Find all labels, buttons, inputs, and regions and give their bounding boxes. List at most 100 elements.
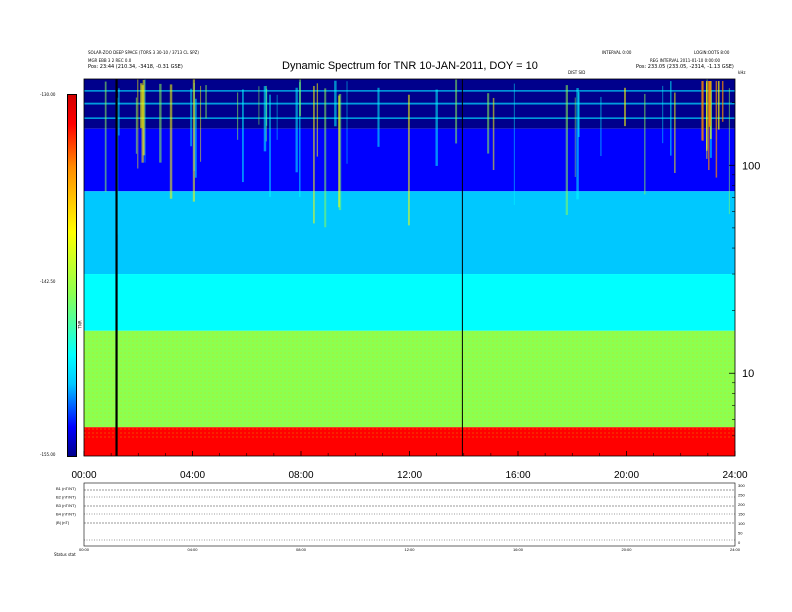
streak-28 xyxy=(346,81,348,164)
streak-3 xyxy=(269,94,271,197)
vertical-markers xyxy=(115,79,463,456)
x-tick-label-6: 24:00 xyxy=(722,470,747,481)
bottom-frame xyxy=(83,482,736,547)
header-right-line2: REG INTERVAL 2011-01-10 0:00:00 xyxy=(650,58,721,63)
streak-36 xyxy=(407,94,410,226)
hot-streak-6 xyxy=(709,81,711,126)
streak-13 xyxy=(295,87,298,173)
streak-57 xyxy=(338,95,340,208)
hot-streak-3 xyxy=(701,81,703,141)
panel-labels: B1 (nT/NT) B2 (nT/NT) B3 (nT/NT) B4 (nT/NT)… xyxy=(56,486,76,525)
streak-44 xyxy=(565,85,568,215)
streak-47 xyxy=(299,79,302,117)
streak-33 xyxy=(435,89,438,166)
hot-streak-5 xyxy=(715,81,718,178)
streak-8 xyxy=(299,82,301,198)
streak-14 xyxy=(377,87,380,147)
y-axis: 10 100 xyxy=(729,102,760,437)
panel-right-tick-4: 100 xyxy=(738,521,745,526)
streak-62 xyxy=(118,88,120,136)
streak-45 xyxy=(200,85,202,162)
x-tick-label-5: 20:00 xyxy=(614,470,639,481)
x-tick-label-0: 00:00 xyxy=(71,470,96,481)
header-left-pos: Pos: 23:44 (210.34, -3418, -0.31 GSE) xyxy=(88,64,183,70)
chart-title: Dynamic Spectrum for TNR 10-JAN-2011, DO… xyxy=(282,60,538,72)
colorbar-tick-top: -130.00 xyxy=(40,92,56,97)
header-corner-label: kHz xyxy=(738,70,746,75)
panel-right-tick-2: 200 xyxy=(738,502,745,507)
streak-68 xyxy=(192,79,195,202)
hot-streak-4 xyxy=(706,81,708,151)
panel-label-1: B2 (nT/NT) xyxy=(56,495,76,500)
streak-37 xyxy=(624,87,626,127)
hot-streak-2 xyxy=(721,81,724,122)
panel-right-ticks: 300 250 200 150 100 50 0 xyxy=(738,483,745,545)
streak-29 xyxy=(576,88,579,200)
streak-53 xyxy=(263,86,267,152)
streak-15 xyxy=(169,84,173,199)
panel-label-3: B4 (nT/NT) xyxy=(56,512,76,517)
streak-1 xyxy=(159,83,162,163)
header-right-top-a: INTERVAL 0:00 xyxy=(602,50,632,55)
streak-50 xyxy=(265,85,267,142)
streak-48 xyxy=(670,81,672,156)
streak-38 xyxy=(338,94,342,211)
streak-32 xyxy=(205,85,207,119)
y-tick-label-0: 10 xyxy=(742,368,754,380)
panel-x-tick-1: 04:00 xyxy=(187,547,198,552)
header-right-pos: Pos: 233.05 (233.05, -2314, -1.13 GSE) xyxy=(636,64,734,70)
x-axis: 00:00 04:00 08:00 12:00 16:00 20:00 24:00 xyxy=(71,451,748,481)
streak-17 xyxy=(316,83,319,157)
streak-22 xyxy=(513,83,515,205)
panel-x-tick-3: 12:00 xyxy=(404,547,415,552)
streak-65 xyxy=(144,79,146,163)
header-right-top-b: LOGIN:OOTS 8:00 xyxy=(694,50,730,55)
footer-status: Status stat xyxy=(54,552,76,557)
streak-63 xyxy=(241,89,244,183)
streak-69 xyxy=(455,79,458,144)
streak-61 xyxy=(313,85,315,224)
panel-right-tick-6: 0 xyxy=(738,540,741,545)
streak-20 xyxy=(600,96,602,157)
yellow-speckle xyxy=(84,330,735,438)
streak-31 xyxy=(258,86,260,125)
hot-streak-7 xyxy=(702,81,704,141)
header-marker-label: DIST SID xyxy=(568,70,586,75)
panel-label-2: B3 (nT/NT) xyxy=(56,503,76,508)
streak-9 xyxy=(135,97,138,154)
panel-traces xyxy=(84,489,735,541)
header-left-line1: SOLAR-ZOO DEEP SPACE (TORS 3 30-10 / 371… xyxy=(88,50,199,55)
panel-label-0: B1 (nT/NT) xyxy=(56,486,76,491)
panel-right-tick-1: 250 xyxy=(738,493,745,498)
colorbar-tick-mid: -142.50 xyxy=(40,279,56,284)
streak-51 xyxy=(492,97,495,171)
streak-7 xyxy=(194,98,197,178)
streak-60 xyxy=(662,85,664,144)
x-tick-label-3: 12:00 xyxy=(397,470,422,481)
streak-49 xyxy=(104,81,107,192)
hot-streak-1 xyxy=(718,81,720,130)
streak-11 xyxy=(578,92,580,138)
streak-40 xyxy=(324,88,327,228)
streak-52 xyxy=(140,83,143,128)
streak-46 xyxy=(190,88,192,147)
panel-x-tick-4: 16:00 xyxy=(513,547,524,552)
streak-35 xyxy=(674,92,676,173)
band-3 xyxy=(84,274,735,331)
x-tick-label-1: 04:00 xyxy=(180,470,205,481)
panel-x-ticks: 00:00 04:00 08:00 12:00 16:00 20:00 24:00 xyxy=(79,547,741,552)
spectrum-streaks xyxy=(104,79,730,235)
panel-x-tick-5: 20:00 xyxy=(621,547,632,552)
x-tick-label-4: 16:00 xyxy=(505,470,530,481)
colorbar-tick-bottom: -155.00 xyxy=(40,452,56,457)
panel-x-tick-6: 24:00 xyxy=(730,547,741,552)
streak-67 xyxy=(141,85,144,163)
cyan-line-0 xyxy=(84,90,735,92)
hot-streak-9 xyxy=(708,81,710,171)
panel-x-tick-0: 00:00 xyxy=(79,547,90,552)
colorbar xyxy=(67,94,77,457)
panel-right-tick-0: 300 xyxy=(738,483,745,488)
streak-23 xyxy=(137,79,139,169)
header-left-line2: MGR EBB 3 2 REC 0.0 xyxy=(88,58,132,63)
